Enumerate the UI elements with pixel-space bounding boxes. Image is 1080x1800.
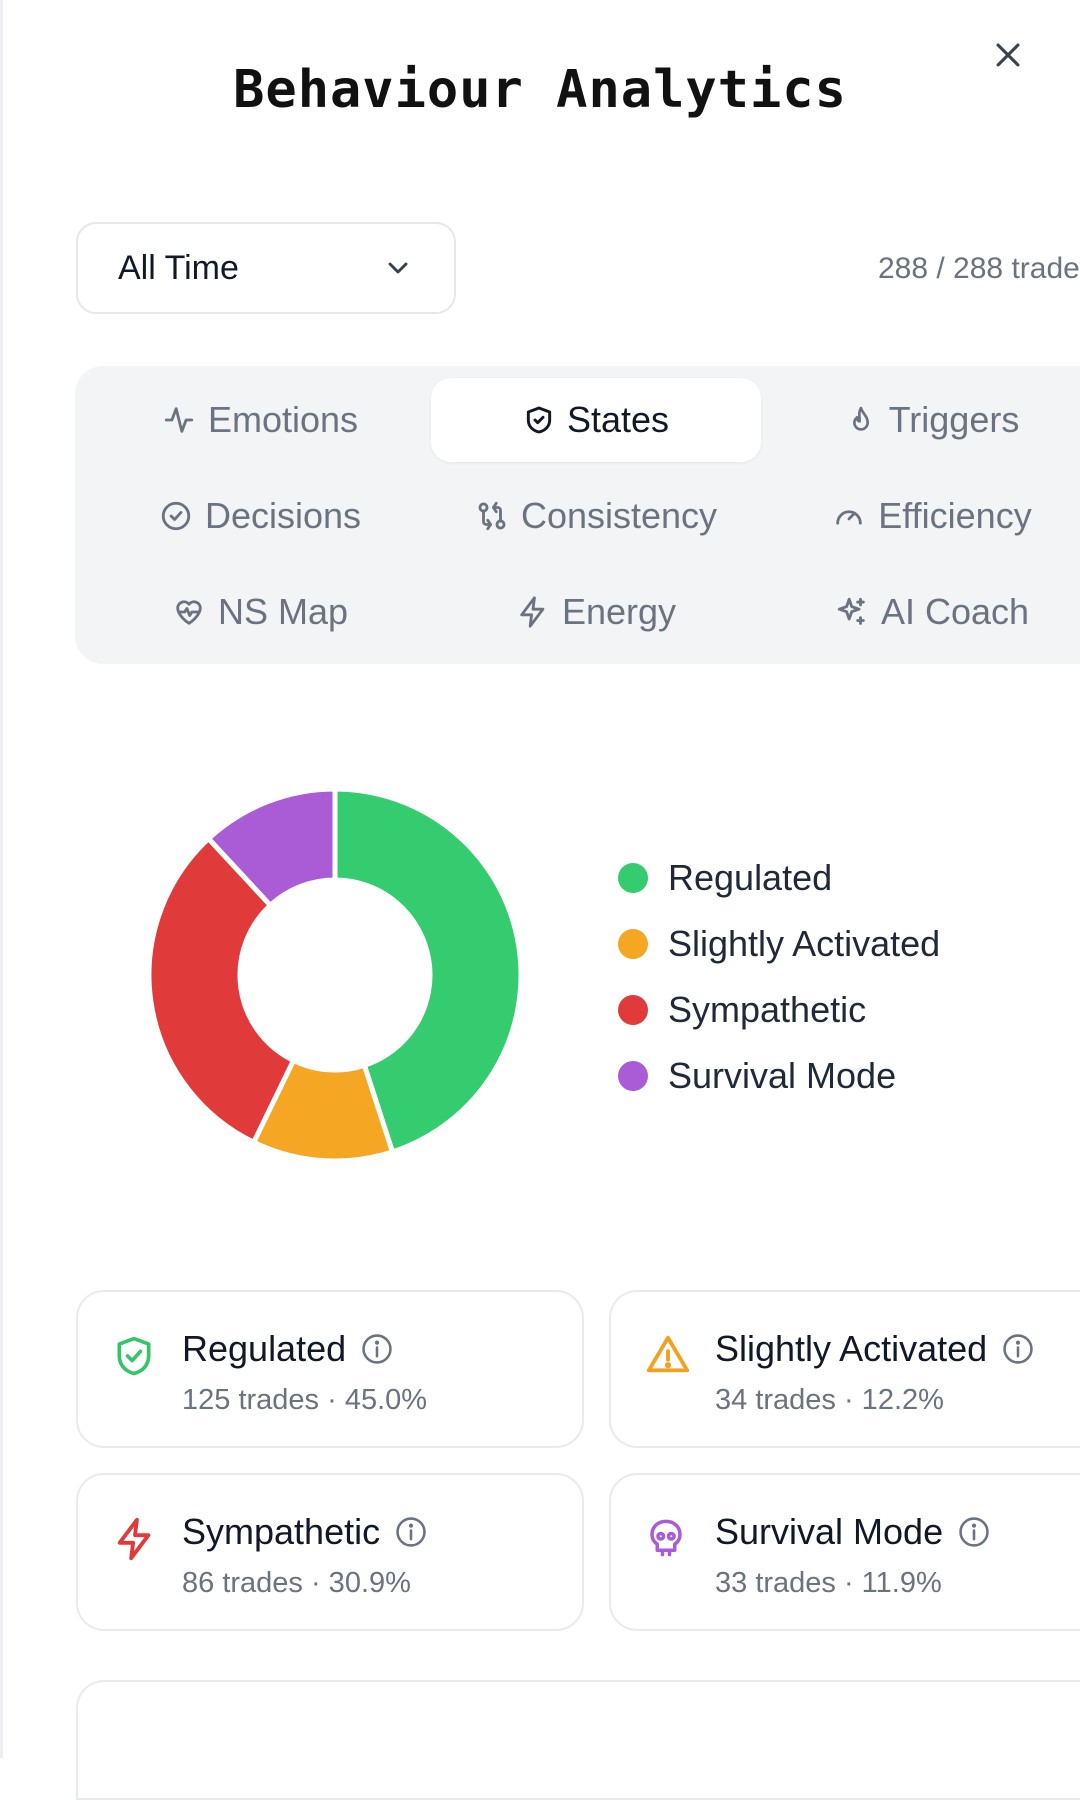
tab-emotions[interactable]: Emotions: [95, 378, 425, 462]
close-button[interactable]: [983, 30, 1033, 80]
info-icon[interactable]: [360, 1332, 394, 1366]
shield-check-icon: [117, 1336, 151, 1376]
state-card-detail: 86 trades · 30.9%: [182, 1567, 411, 1599]
zap-icon: [117, 1517, 151, 1561]
tab-energy[interactable]: Energy: [431, 570, 761, 654]
heart-pulse-icon: [176, 600, 202, 625]
donut-slice-sympathetic[interactable]: [146, 836, 296, 1145]
state-card-title: Survival Mode: [715, 1511, 991, 1553]
chevron-down-icon: [388, 262, 408, 274]
time-range-dropdown[interactable]: All Time: [76, 222, 456, 314]
legend-item-slightly-activated: Slightly Activated: [618, 911, 940, 977]
chart-legend: Regulated Slightly Activated Sympathetic Su…: [618, 845, 940, 1109]
state-card-title: Sympathetic: [182, 1511, 428, 1553]
legend-label: Regulated: [668, 857, 833, 898]
state-card-title: Regulated: [182, 1328, 394, 1370]
tab-triggers[interactable]: Triggers: [767, 378, 1080, 462]
git-compare-icon: [478, 501, 506, 531]
tab-label: Triggers: [888, 399, 1020, 440]
state-card-survival-mode[interactable]: Survival Mode 33 trades · 11.9%: [609, 1473, 1080, 1631]
alert-triangle-icon: [646, 1335, 690, 1373]
state-card-detail: 125 trades · 45.0%: [182, 1384, 428, 1416]
info-icon[interactable]: [394, 1515, 428, 1549]
tab-label: NS Map: [217, 591, 349, 632]
legend-item-sympathetic: Sympathetic: [618, 977, 940, 1043]
tab-states[interactable]: States: [431, 378, 761, 462]
page-title: Behaviour Analytics: [233, 60, 847, 120]
tab-label: Efficiency: [878, 495, 1032, 536]
close-icon: [996, 43, 1020, 67]
activity-icon: [164, 407, 194, 433]
legend-dot: [618, 929, 648, 959]
legend-dot: [618, 863, 648, 893]
legend-label: Survival Mode: [668, 1055, 897, 1096]
state-card-detail: 34 trades · 12.2%: [715, 1384, 944, 1416]
legend-dot: [618, 995, 648, 1025]
legend-dot: [618, 1061, 648, 1091]
sparkles-icon: [837, 597, 865, 625]
state-card-sympathetic[interactable]: Sympathetic 86 trades · 30.9%: [76, 1473, 584, 1631]
shield-icon: [526, 406, 552, 434]
tab-label: States: [566, 399, 670, 440]
skull-icon: [650, 1519, 682, 1557]
info-icon[interactable]: [1001, 1332, 1035, 1366]
zap-icon: [520, 596, 545, 628]
tab-label: Consistency: [520, 495, 718, 536]
trade-count: 288 / 288 trades: [878, 252, 1080, 285]
donut-slice-survival-mode[interactable]: [206, 786, 338, 908]
state-card-title: Slightly Activated: [715, 1328, 1035, 1370]
legend-item-regulated: Regulated: [618, 845, 940, 911]
tab-label: Energy: [561, 591, 677, 632]
analytics-tabs: Emotions States Triggers Decisions Consi…: [75, 366, 1080, 664]
check-circle-icon: [161, 501, 191, 531]
time-range-value: All Time: [118, 248, 239, 287]
donut-slice-regulated[interactable]: [332, 786, 524, 1155]
tab-ai-coach[interactable]: AI Coach: [767, 570, 1080, 654]
tab-label: AI Coach: [880, 591, 1030, 632]
next-section-card: [76, 1680, 1080, 1800]
info-icon[interactable]: [957, 1515, 991, 1549]
legend-label: Slightly Activated: [668, 923, 941, 964]
legend-item-survival-mode: Survival Mode: [618, 1043, 940, 1109]
tab-consistency[interactable]: Consistency: [431, 474, 761, 558]
state-card-detail: 33 trades · 11.9%: [715, 1567, 942, 1599]
tab-decisions[interactable]: Decisions: [95, 474, 425, 558]
flame-icon: [852, 406, 869, 431]
states-donut-chart: [146, 786, 524, 1164]
tab-label: Decisions: [204, 495, 362, 536]
state-card-regulated[interactable]: Regulated 125 trades · 45.0%: [76, 1290, 584, 1448]
state-card-slightly-activated[interactable]: Slightly Activated 34 trades · 12.2%: [609, 1290, 1080, 1448]
tab-ns-map[interactable]: NS Map: [95, 570, 425, 654]
panel-edge: [0, 0, 3, 1758]
legend-label: Sympathetic: [668, 989, 867, 1030]
tab-efficiency[interactable]: Efficiency: [767, 474, 1080, 558]
gauge-icon: [836, 510, 863, 525]
tab-label: Emotions: [207, 399, 359, 440]
